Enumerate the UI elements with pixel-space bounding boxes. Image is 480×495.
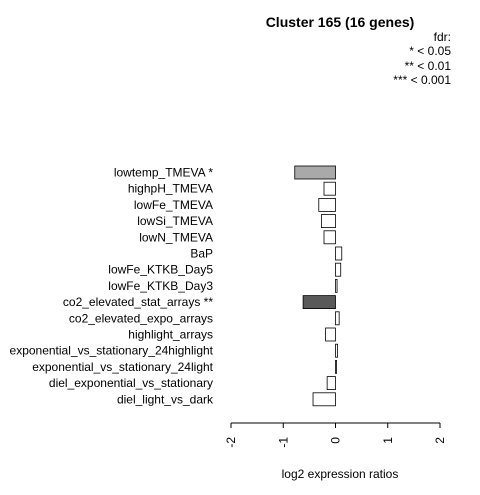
category-label-11: highlight_arrays [128, 328, 213, 342]
x-tick-label-4: 1 [381, 437, 395, 444]
bar-10 [335, 311, 340, 326]
category-label-13: exponential_vs_stationary_24light [32, 360, 213, 374]
bar-7 [335, 262, 342, 277]
x-tick-label-1: -2 [224, 437, 238, 448]
legend-title: fdr: [434, 30, 451, 44]
legend-entry-2: ** < 0.01 [405, 59, 452, 73]
bar-3 [318, 197, 336, 212]
category-label-9: co2_elevated_stat_arrays ** [63, 295, 213, 309]
category-label-3: lowFe_TMEVA [134, 198, 213, 212]
bars-group [294, 165, 343, 407]
category-label-12: exponential_vs_stationary_24highlight [10, 344, 214, 358]
bar-5 [323, 230, 336, 245]
x-tick-label-3: 0 [329, 437, 343, 444]
category-label-6: BaP [190, 247, 213, 261]
bar-15 [312, 392, 336, 407]
bar-1 [294, 165, 336, 180]
bar-11 [325, 327, 336, 342]
bar-9 [302, 295, 336, 310]
category-label-15: diel_light_vs_dark [117, 392, 214, 406]
bar-2 [323, 181, 336, 196]
x-tick-label-2: -1 [276, 437, 290, 448]
category-label-4: lowSi_TMEVA [137, 214, 213, 228]
bar-13 [335, 359, 337, 374]
bar-8 [335, 278, 338, 293]
legend-entry-1: * < 0.05 [409, 44, 451, 58]
category-label-5: lowN_TMEVA [139, 230, 213, 244]
bar-4 [320, 214, 336, 229]
legend-entry-3: *** < 0.001 [393, 73, 451, 87]
chart-title: Cluster 165 (16 genes) [266, 14, 415, 30]
x-axis-label: log2 expression ratios [282, 467, 399, 481]
bar-6 [335, 246, 343, 261]
bar-14 [326, 376, 336, 391]
legend: fdr: * < 0.05 ** < 0.01 *** < 0.001 [393, 30, 451, 87]
category-labels: lowtemp_TMEVA * highpH_TMEVA lowFe_TMEVAlo… [10, 166, 214, 407]
category-label-2: highpH_TMEVA [128, 182, 213, 196]
bar-12 [335, 343, 338, 358]
category-label-10: co2_elevated_expo_arrays [69, 311, 213, 325]
category-label-1: lowtemp_TMEVA * [114, 166, 213, 180]
category-label-8: lowFe_KTKB_Day3 [108, 279, 213, 293]
x-axis: -2 -1 0 1 2 [224, 422, 447, 448]
x-tick-label-5: 2 [433, 437, 447, 444]
category-label-14: diel_exponential_vs_stationary [49, 376, 213, 390]
category-label-7: lowFe_KTKB_Day5 [108, 263, 213, 277]
